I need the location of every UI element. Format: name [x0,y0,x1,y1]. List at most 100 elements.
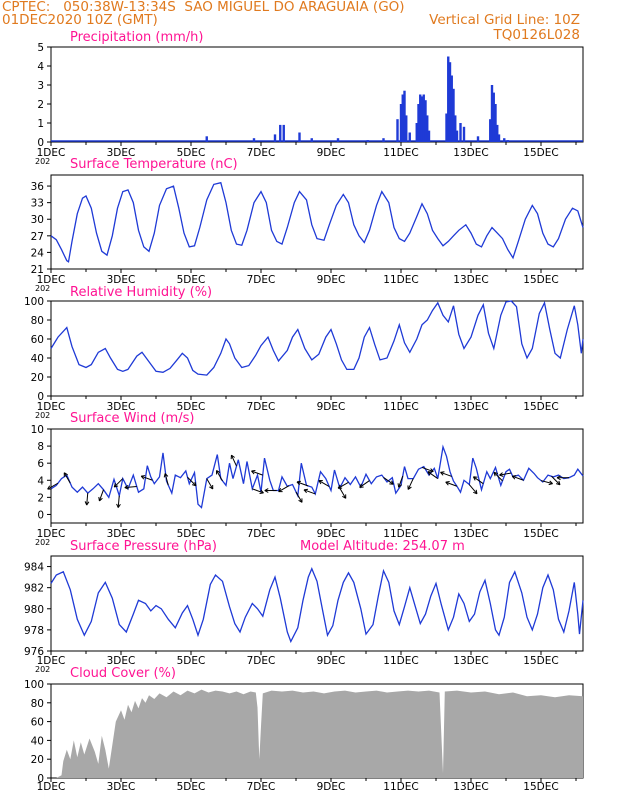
wind-vector [318,480,330,487]
y-tick-label: 2 [37,492,44,504]
x-tick-label: 7DEC [247,401,276,413]
precip-bar [310,138,313,142]
series-line [50,567,584,644]
wind-vector-head [303,488,309,494]
precip-bar [417,104,420,142]
x-tick-label: 11DEC [383,147,418,159]
y-tick-label: 0 [37,137,44,149]
y-tick-label: 60 [31,717,44,729]
precip-bar [455,130,459,142]
y-tick-label: 36 [31,181,45,193]
wind-vector [359,480,370,488]
wind-vector [216,470,223,482]
wind-vector-head [473,489,478,495]
precip-bar [450,75,453,142]
x-tick-label: 7DEC [247,528,276,540]
wind-vector [512,475,524,481]
wind-vector-head [264,488,269,493]
precip-bar [424,100,427,142]
wind-vector [337,481,349,489]
series-line [50,181,584,263]
y-tick-label: 4 [37,475,44,487]
precip-bar [408,132,411,142]
x-tick-label: 3DEC [107,401,136,413]
wind-vector-head [278,488,283,493]
x-tick-label: 9DEC [317,528,346,540]
x-tick-label: 9DEC [317,781,346,793]
y-tick-label: 0 [37,509,44,521]
y-tick-label: 4 [37,61,44,73]
wind-vector [164,473,169,486]
precip-bar [454,115,457,142]
x-tick-label: 13DEC [453,274,488,286]
x-tick-label: 9DEC [317,274,346,286]
x-tick-label: 3DEC [107,781,136,793]
precip-bar [420,96,424,142]
plot-frame [50,300,584,397]
precip-bar [282,124,285,142]
x-tick-label: 15DEC [523,781,558,793]
wind-vector-head [493,471,498,477]
x-tick-label: 9DEC [317,147,346,159]
wind-vector [117,495,120,508]
wind-vector-head [296,480,302,486]
x-tick-label: 13DEC [453,528,488,540]
x-tick-label: 9DEC [317,401,346,413]
precip-bar [445,113,448,142]
precip-bar [497,134,501,142]
y-tick-label: 976 [24,646,44,658]
wind-vector-head [556,475,561,481]
x-tick-label: 7DEC [247,147,276,159]
y-tick-label: 20 [31,754,44,766]
x-tick-label: 5DEC [177,781,206,793]
precip-bar [489,119,492,142]
wind-vector-head [440,471,445,476]
wind-vector [383,477,394,485]
wind-vector-head [337,484,343,489]
y-tick-label: 40 [31,735,44,747]
x-tick-label: 15DEC [523,401,558,413]
x-tick-label: 1DEC [37,274,66,286]
y-tick-label: 60 [31,334,44,346]
precip-bar [459,123,462,142]
x-tick-label: 5DEC [177,274,206,286]
wind-vector [295,491,303,503]
series-line [50,444,584,509]
x-tick-label: 3DEC [107,655,136,667]
wind-vector-head [47,485,52,490]
precip-bar [419,94,422,142]
x-tick-label: 13DEC [453,147,488,159]
wind-vector-head [556,480,561,486]
wind-vector-head [209,484,214,490]
year-stub: 202 [35,157,50,166]
precip-bar [422,94,425,142]
x-tick-label: 15DEC [523,274,558,286]
precip-bar [503,138,506,142]
x-tick-label: 11DEC [383,401,418,413]
plot-frame [50,555,584,652]
y-tick-label: 80 [31,315,44,327]
x-tick-label: 1DEC [37,401,66,413]
y-tick-label: 33 [31,198,44,210]
precip-bar [494,104,497,142]
wind-vector [421,466,434,473]
precip-bar [273,134,277,142]
precip-bar [401,94,404,142]
wind-vector [303,489,316,495]
wind-vector-head [163,473,169,478]
wind-vector [473,476,484,485]
header-grid-line: Vertical Grid Line: 10Z [429,12,580,28]
x-tick-label: 7DEC [247,781,276,793]
wind-vector-head [472,476,478,481]
wind-vector [468,484,478,495]
y-tick-label: 1 [37,118,44,130]
y-tick-label: 30 [31,214,44,226]
panel-title: Precipitation (mm/h) [70,30,203,45]
precip-bar [382,138,385,142]
wind-vector-head [359,483,364,488]
wind-vector [124,486,137,489]
wind-vector-head [445,481,450,486]
wind-vector-head [427,471,432,476]
wind-vector [551,475,561,486]
wind-vector-head [397,483,402,488]
